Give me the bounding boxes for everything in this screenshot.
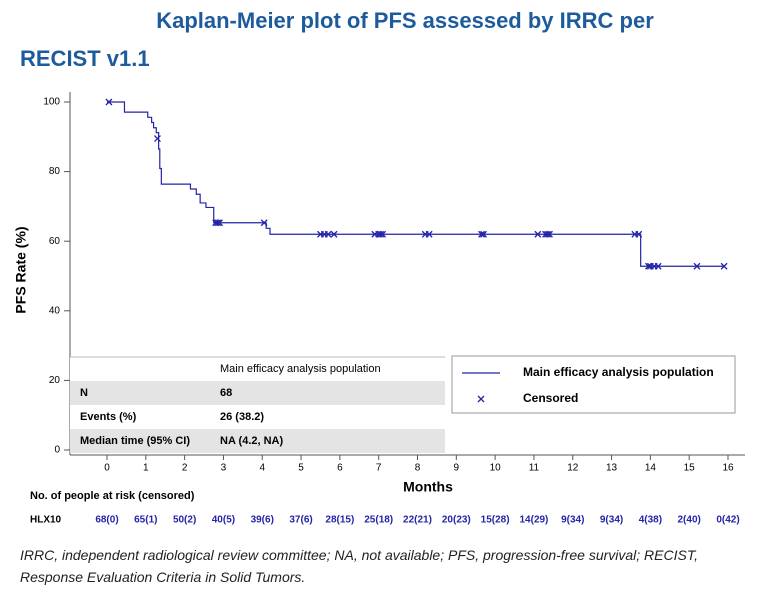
x-tick-label: 8 (415, 463, 421, 474)
censor-mark (214, 219, 222, 227)
risk-value: 4(38) (639, 515, 662, 526)
censor-mark (534, 230, 542, 238)
y-tick-label: 60 (49, 236, 61, 247)
x-tick-label: 12 (567, 463, 579, 474)
risk-value: 2(40) (678, 515, 701, 526)
y-tick-label: 20 (49, 375, 61, 386)
chart-title: RECIST v1.1 (20, 46, 150, 71)
x-tick-label: 6 (337, 463, 343, 474)
x-tick-label: 1 (143, 463, 149, 474)
x-tick-label: 5 (298, 463, 304, 474)
risk-value: 65(1) (134, 515, 157, 526)
risk-value: 28(15) (325, 515, 354, 526)
table-cell: N (80, 387, 88, 399)
table-header: Main efficacy analysis population (220, 363, 381, 375)
censor-mark (635, 230, 643, 238)
y-tick-label: 40 (49, 305, 61, 316)
censor-mark (105, 98, 113, 106)
risk-value: 22(21) (403, 515, 432, 526)
censor-mark (478, 230, 486, 238)
censor-mark (544, 230, 551, 238)
x-tick-label: 10 (490, 463, 502, 474)
y-tick-label: 80 (49, 166, 61, 177)
x-tick-label: 0 (104, 463, 110, 474)
censor-mark (546, 230, 553, 238)
table-row-bg (70, 405, 445, 429)
risk-value: 37(6) (289, 515, 312, 526)
risk-value: 39(6) (251, 515, 274, 526)
table-row-bg (70, 381, 445, 405)
x-tick-label: 4 (259, 463, 265, 474)
chart: Kaplan-Meier plot of PFS assessed by IRR… (13, 8, 745, 526)
risk-value: 40(5) (212, 515, 235, 526)
x-tick-label: 13 (606, 463, 618, 474)
censor-mark (379, 230, 387, 238)
censor-mark (324, 230, 332, 238)
risk-value: 9(34) (561, 515, 584, 526)
legend-label: Main efficacy analysis population (523, 365, 714, 379)
table-cell: 68 (220, 387, 232, 399)
risk-value: 15(28) (481, 515, 510, 526)
table-cell: NA (4.2, NA) (220, 435, 283, 447)
table-cell: 26 (38.2) (220, 411, 264, 423)
x-tick-label: 7 (376, 463, 382, 474)
x-tick-label: 11 (529, 463, 540, 474)
censor-mark (377, 230, 385, 238)
table-header-bg (70, 357, 445, 381)
risk-value: 14(29) (519, 515, 548, 526)
x-tick-label: 14 (645, 463, 657, 474)
censor-mark (720, 262, 728, 270)
footnote: IRRC, independent radiological review co… (20, 547, 699, 585)
x-tick-label: 15 (684, 463, 696, 474)
x-tick-label: 2 (182, 463, 188, 474)
table-row-bg (70, 429, 445, 453)
censor-mark (216, 219, 224, 227)
censor-mark (330, 230, 338, 238)
y-tick-label: 100 (43, 97, 60, 108)
risk-value: 0(42) (716, 515, 739, 526)
legend-marker (477, 395, 485, 403)
censor-mark (153, 135, 161, 142)
x-tick-label: 16 (722, 463, 734, 474)
risk-value: 50(2) (173, 515, 196, 526)
legend-box (451, 355, 736, 414)
y-tick-label: 0 (54, 445, 60, 456)
y-axis-label: PFS Rate (%) (13, 226, 29, 313)
censor-mark (260, 219, 268, 227)
x-axis-label: Months (403, 479, 453, 495)
efficacy-table: Main efficacy analysis population (70, 356, 445, 453)
censor-mark (693, 262, 701, 270)
risk-value: 20(23) (442, 515, 471, 526)
risk-table-title: No. of people at risk (censored) (30, 490, 195, 502)
table-cell: Events (%) (80, 411, 137, 423)
risk-group: HLX10 (30, 515, 62, 526)
censor-mark (654, 262, 662, 270)
risk-value: 25(18) (364, 515, 393, 526)
x-tick-label: 3 (221, 463, 227, 474)
risk-value: 9(34) (600, 515, 623, 526)
censor-mark (425, 230, 433, 238)
chart-title: Kaplan-Meier plot of PFS assessed by IRR… (156, 8, 654, 33)
risk-value: 68(0) (95, 515, 118, 526)
survival-curve (107, 101, 725, 267)
x-tick-label: 9 (454, 463, 460, 474)
censor-mark (480, 230, 487, 238)
table-cell: Median time (95% CI) (80, 435, 190, 447)
censor-mark (644, 262, 652, 270)
legend-label: Censored (523, 391, 578, 405)
